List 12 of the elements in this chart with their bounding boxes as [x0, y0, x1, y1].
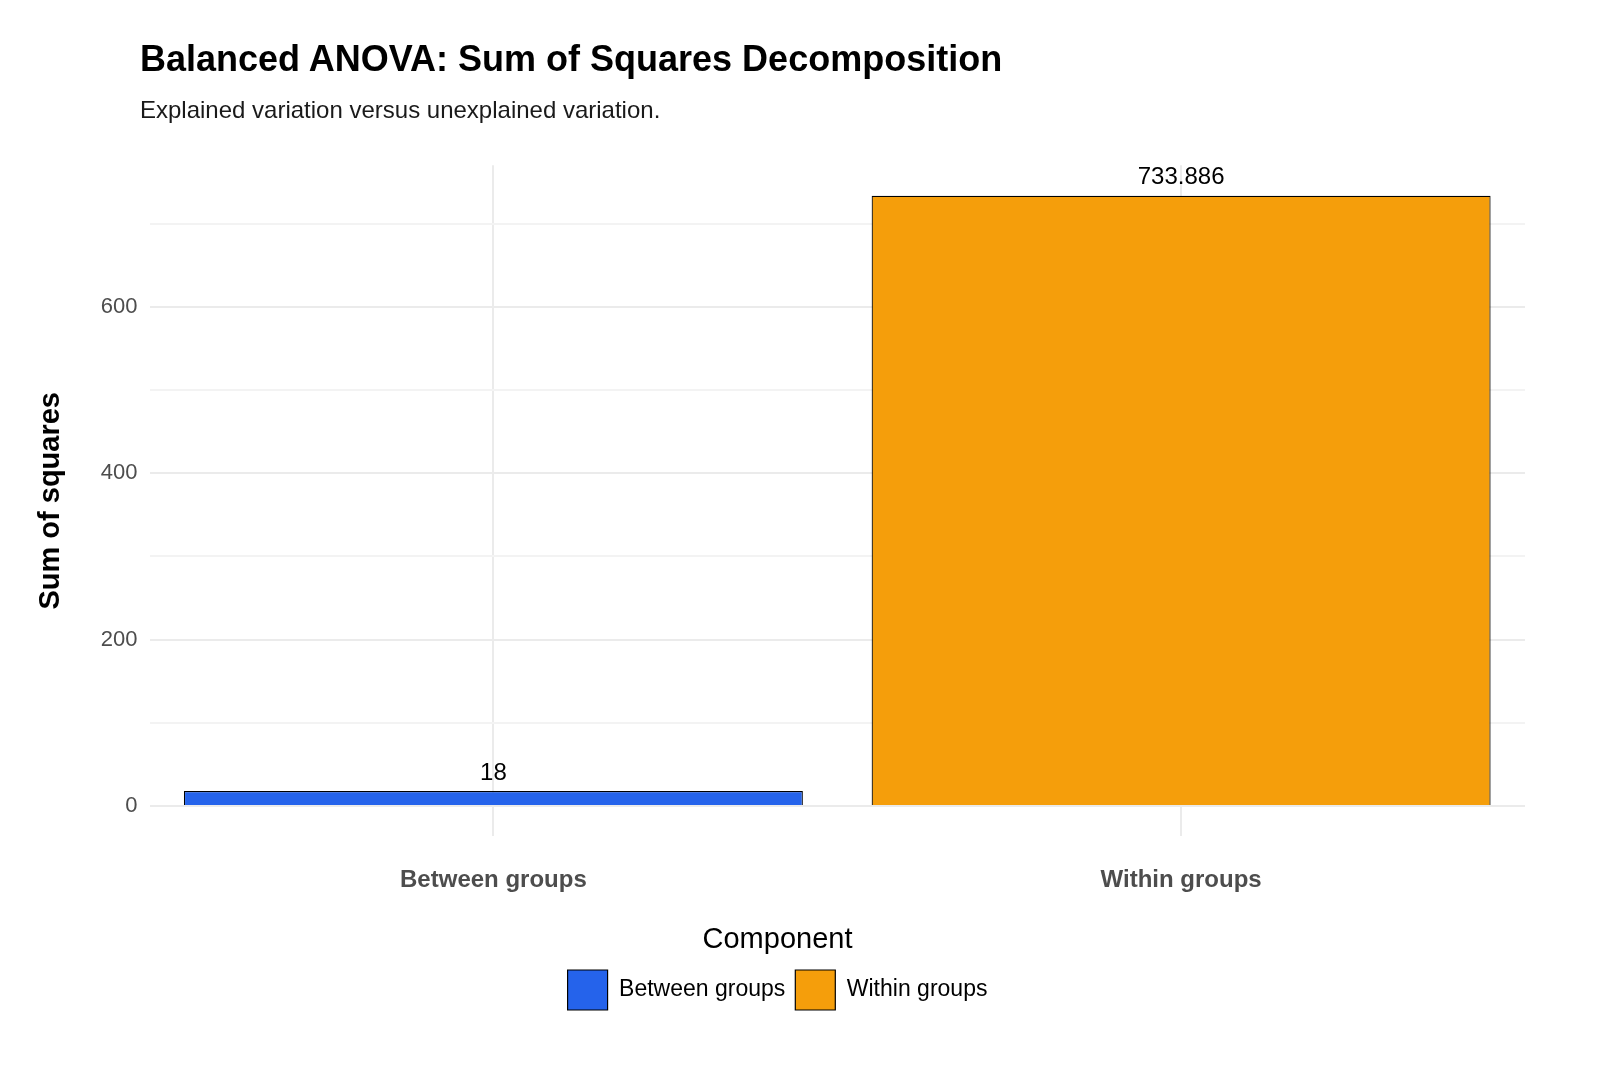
y-tick-label: 200	[100, 625, 138, 651]
chart-subtitle: Explained variation versus unexplained variation.	[140, 96, 661, 124]
chart-title: Balanced ANOVA: Sum of Squares Decomposition	[140, 38, 1003, 80]
data-label: 733.886	[1137, 162, 1225, 190]
y-tick-label: 0	[125, 791, 138, 817]
legend-title: Component	[702, 921, 853, 954]
y-tick-label: 600	[100, 293, 138, 319]
legend-label: Within groups	[846, 975, 988, 1002]
data-label: 18	[480, 757, 507, 785]
y-axis-title: Sum of squares	[33, 392, 66, 610]
legend-label: Between groups	[619, 975, 786, 1002]
y-tick-label: 400	[100, 459, 138, 485]
